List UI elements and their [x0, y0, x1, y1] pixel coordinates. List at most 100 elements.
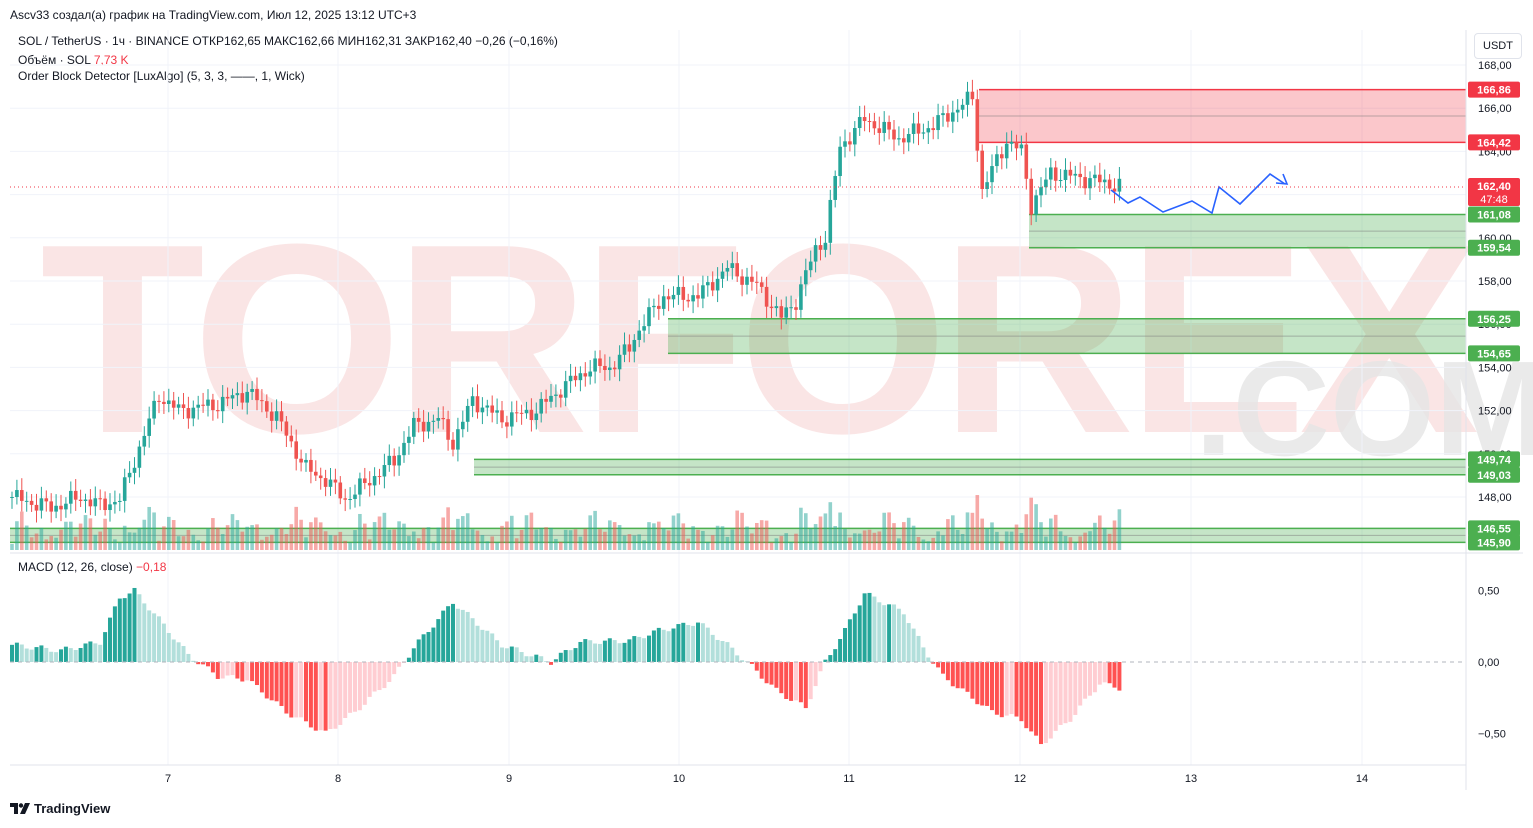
volume-bar: [54, 537, 58, 550]
volume-bar: [240, 531, 245, 550]
volume-bar: [235, 520, 240, 550]
macd-axis[interactable]: 0,50 0,00 −0,50: [1478, 586, 1506, 741]
volume-bar: [666, 530, 671, 550]
macd-legend[interactable]: MACD (12, 26, close) −0,18: [18, 560, 166, 574]
macd-bar: [990, 662, 994, 711]
candle-body: [250, 388, 254, 392]
candle-body: [642, 326, 646, 331]
candle-body: [260, 400, 264, 402]
tradingview-logo-icon: [10, 803, 30, 814]
macd-bar: [460, 609, 465, 662]
volume-bars: [10, 495, 1122, 550]
macd-bar: [426, 632, 431, 662]
volume-bar: [799, 507, 803, 550]
candle-body: [1049, 167, 1053, 180]
volume-bar: [637, 534, 641, 550]
volume-bar: [1093, 522, 1097, 550]
candle-body: [1009, 141, 1014, 144]
macd-bar: [568, 650, 573, 662]
volume-bar: [951, 515, 955, 550]
macd-bar: [73, 649, 78, 662]
candle-body: [108, 504, 112, 511]
volume-legend[interactable]: Объём · SOL 7,73 K: [18, 53, 129, 67]
candle-body: [39, 498, 44, 511]
macd-bar: [779, 662, 784, 694]
macd-bar: [803, 662, 808, 709]
volume-bar: [118, 542, 122, 550]
time-tick-label: 12: [1014, 773, 1026, 785]
macd-bar: [289, 662, 294, 718]
volume-value: 7,73 K: [93, 53, 129, 67]
volume-bar: [348, 542, 352, 550]
candle-body: [416, 417, 421, 422]
countdown-label: 47:48: [1480, 194, 1508, 206]
volume-bar: [828, 502, 833, 550]
indicator-legend[interactable]: Order Block Detector [LuxAlgo] (5, 3, 3,…: [18, 69, 305, 83]
macd-bar: [867, 592, 872, 662]
volume-bar: [15, 521, 19, 550]
macd-bar: [887, 604, 892, 662]
macd-bar: [754, 662, 759, 671]
price-badge-label: 161,08: [1477, 209, 1511, 221]
macd-bar: [632, 636, 637, 662]
candle-body: [779, 306, 784, 318]
candle-body: [813, 245, 818, 262]
candle-body: [171, 400, 176, 408]
macd-bar: [406, 657, 411, 662]
attribution: Ascv33 создал(а) график на TradingView.c…: [10, 8, 417, 22]
symbol-legend[interactable]: SOL / TetherUS · 1ч · BINANCE ОТКР162,65…: [18, 34, 558, 48]
volume-bar: [29, 537, 34, 550]
candle-body: [603, 365, 607, 371]
macd-bar: [573, 648, 578, 662]
candle-body: [608, 367, 612, 371]
volume-bar: [1068, 537, 1073, 550]
macd-bar: [661, 629, 666, 662]
macd-bar: [593, 643, 598, 662]
volume-bar: [132, 532, 137, 550]
volume-bar: [936, 531, 940, 550]
candles: [10, 79, 1122, 523]
volume-bar: [642, 540, 646, 550]
candle-body: [514, 412, 519, 414]
time-axis[interactable]: 7 8 9 10 11 12 13 14: [165, 773, 1368, 785]
volume-bar: [691, 526, 695, 550]
tradingview-footer[interactable]: TradingView: [10, 801, 110, 816]
volume-bar: [103, 518, 107, 550]
price-tick-label: 168,00: [1478, 60, 1512, 72]
candle-body: [216, 410, 220, 412]
macd-bar: [818, 662, 823, 672]
volume-bar: [314, 517, 318, 550]
macd-bar: [362, 662, 367, 705]
volume-bar: [367, 539, 372, 550]
volume-bar: [701, 530, 705, 550]
price-badge-label: 149,74: [1477, 454, 1512, 466]
volume-bar: [407, 536, 411, 550]
candle-body: [147, 418, 151, 436]
macd-bar: [696, 622, 700, 662]
candle-body: [495, 410, 499, 413]
candle-body: [1014, 141, 1019, 149]
candle-body: [740, 276, 744, 285]
macd-bar: [1048, 662, 1053, 739]
macd-bar: [847, 619, 852, 662]
candle-body: [970, 91, 975, 100]
macd-bar: [651, 630, 656, 662]
volume-bar: [255, 524, 259, 550]
candle-body: [269, 411, 274, 421]
volume-bar: [510, 515, 514, 550]
volume-bar: [470, 529, 475, 550]
candle-body: [1000, 154, 1004, 159]
macd-bar: [88, 641, 93, 662]
candle-body: [710, 282, 715, 291]
volume-bar: [250, 525, 254, 550]
currency-button[interactable]: USDT: [1474, 33, 1522, 59]
candle-body: [657, 305, 661, 309]
volume-bar: [397, 521, 401, 550]
volume-bar: [181, 536, 186, 550]
candle-body: [941, 113, 945, 116]
candle-body: [230, 395, 235, 399]
macd-bar: [387, 662, 392, 682]
projection-path: [1110, 172, 1286, 215]
macd-bar: [857, 605, 862, 662]
